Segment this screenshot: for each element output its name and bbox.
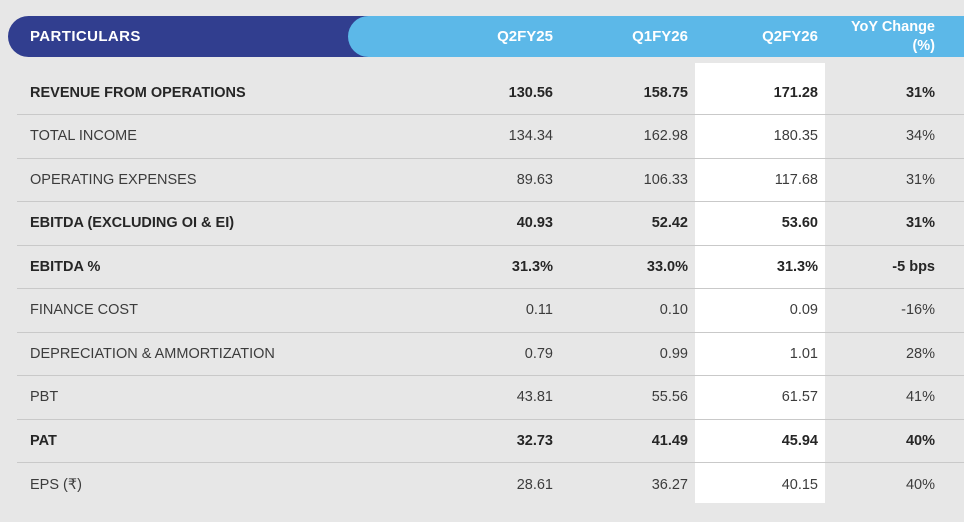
cell-yoy-change: 28% bbox=[905, 345, 935, 362]
table-row-ebitda-percent: EBITDA % 31.3% 33.0% 31.3% -5 bps bbox=[17, 246, 964, 289]
cell-yoy-change: 40% bbox=[905, 432, 935, 449]
cell-q2fy26: 117.68 bbox=[774, 171, 818, 188]
cell-q1fy26: 33.0% bbox=[646, 258, 688, 275]
cell-yoy-change: 31% bbox=[905, 171, 935, 188]
table-row-ebitda: EBITDA (EXCLUDING OI & EI) 40.93 52.42 5… bbox=[17, 202, 964, 246]
cell-q2fy25: 32.73 bbox=[516, 432, 553, 449]
cell-q2fy25: 43.81 bbox=[516, 389, 553, 406]
cell-q2fy26: 171.28 bbox=[773, 84, 818, 101]
column-header-q2fy25: Q2FY25 bbox=[497, 28, 553, 45]
row-label: DEPRECIATION & AMMORTIZATION bbox=[30, 345, 275, 362]
cell-yoy-change: -16% bbox=[901, 302, 935, 319]
quarters-header-bar bbox=[348, 16, 964, 57]
row-label: PAT bbox=[30, 432, 57, 449]
cell-yoy-change: 41% bbox=[905, 389, 935, 406]
cell-q2fy25: 28.61 bbox=[516, 476, 553, 493]
cell-q2fy26: 0.09 bbox=[789, 302, 818, 319]
column-header-q1fy26: Q1FY26 bbox=[632, 28, 688, 45]
row-label: FINANCE COST bbox=[30, 302, 138, 319]
row-label: EBITDA % bbox=[30, 258, 101, 275]
table-body: REVENUE FROM OPERATIONS 130.56 158.75 17… bbox=[17, 72, 964, 507]
row-label: EBITDA (EXCLUDING OI & EI) bbox=[30, 215, 235, 232]
header-row: PARTICULARS Q2FY25 Q1FY26 Q2FY26 YoY Cha… bbox=[0, 16, 964, 57]
table-row-eps: EPS (₹) 28.61 36.27 40.15 40% bbox=[17, 463, 964, 507]
cell-q2fy26: 53.60 bbox=[781, 215, 818, 232]
cell-yoy-change: 31% bbox=[905, 84, 935, 101]
cell-q1fy26: 55.56 bbox=[651, 389, 688, 406]
column-header-q2fy26: Q2FY26 bbox=[762, 28, 818, 45]
cell-q2fy25: 31.3% bbox=[511, 258, 553, 275]
cell-q1fy26: 106.33 bbox=[643, 171, 688, 188]
cell-q2fy26: 40.15 bbox=[781, 476, 818, 493]
q2fy26-highlight-column bbox=[695, 63, 825, 503]
table-row-pbt: PBT 43.81 55.56 61.57 41% bbox=[17, 376, 964, 420]
cell-q2fy26: 61.57 bbox=[781, 389, 818, 406]
cell-q2fy25: 40.93 bbox=[516, 215, 553, 232]
row-label: EPS (₹) bbox=[30, 476, 82, 493]
row-label: REVENUE FROM OPERATIONS bbox=[30, 84, 246, 101]
yoy-header-line1: YoY Change bbox=[850, 18, 935, 35]
cell-q1fy26: 158.75 bbox=[643, 84, 688, 101]
cell-yoy-change: 31% bbox=[905, 215, 935, 232]
row-label: OPERATING EXPENSES bbox=[30, 171, 197, 188]
cell-q1fy26: 41.49 bbox=[651, 432, 688, 449]
column-header-particulars: PARTICULARS bbox=[30, 28, 141, 45]
row-label: PBT bbox=[30, 389, 59, 406]
cell-q1fy26: 36.27 bbox=[651, 476, 688, 493]
table-row-operating-expenses: OPERATING EXPENSES 89.63 106.33 117.68 3… bbox=[17, 159, 964, 202]
cell-q2fy26: 45.94 bbox=[781, 432, 818, 449]
cell-q2fy25: 0.11 bbox=[525, 302, 553, 319]
cell-q2fy26: 1.01 bbox=[789, 345, 818, 362]
cell-q2fy26: 31.3% bbox=[776, 258, 818, 275]
column-header-yoy-change: YoY Change (%) bbox=[825, 18, 964, 56]
table-row-revenue-from-operations: REVENUE FROM OPERATIONS 130.56 158.75 17… bbox=[17, 72, 964, 115]
cell-yoy-change: 34% bbox=[905, 128, 935, 145]
cell-q2fy25: 130.56 bbox=[508, 84, 553, 101]
cell-q2fy26: 180.35 bbox=[773, 128, 818, 145]
cell-yoy-change: 40% bbox=[905, 476, 935, 493]
cell-yoy-change: -5 bps bbox=[892, 258, 935, 275]
cell-q1fy26: 52.42 bbox=[651, 215, 688, 232]
cell-q1fy26: 0.99 bbox=[659, 345, 688, 362]
table-row-finance-cost: FINANCE COST 0.11 0.10 0.09 -16% bbox=[17, 289, 964, 333]
table-header: PARTICULARS Q2FY25 Q1FY26 Q2FY26 YoY Cha… bbox=[0, 16, 964, 57]
yoy-header-line2: (%) bbox=[912, 37, 935, 54]
table-row-depreciation-ammortization: DEPRECIATION & AMMORTIZATION 0.79 0.99 1… bbox=[17, 333, 964, 376]
cell-q1fy26: 162.98 bbox=[643, 128, 688, 145]
table-row-pat: PAT 32.73 41.49 45.94 40% bbox=[17, 420, 964, 463]
cell-q1fy26: 0.10 bbox=[659, 302, 688, 319]
row-label: TOTAL INCOME bbox=[30, 128, 137, 145]
cell-q2fy25: 0.79 bbox=[524, 345, 553, 362]
table-row-total-income: TOTAL INCOME 134.34 162.98 180.35 34% bbox=[17, 115, 964, 159]
cell-q2fy25: 134.34 bbox=[508, 128, 553, 145]
cell-q2fy25: 89.63 bbox=[516, 171, 553, 188]
